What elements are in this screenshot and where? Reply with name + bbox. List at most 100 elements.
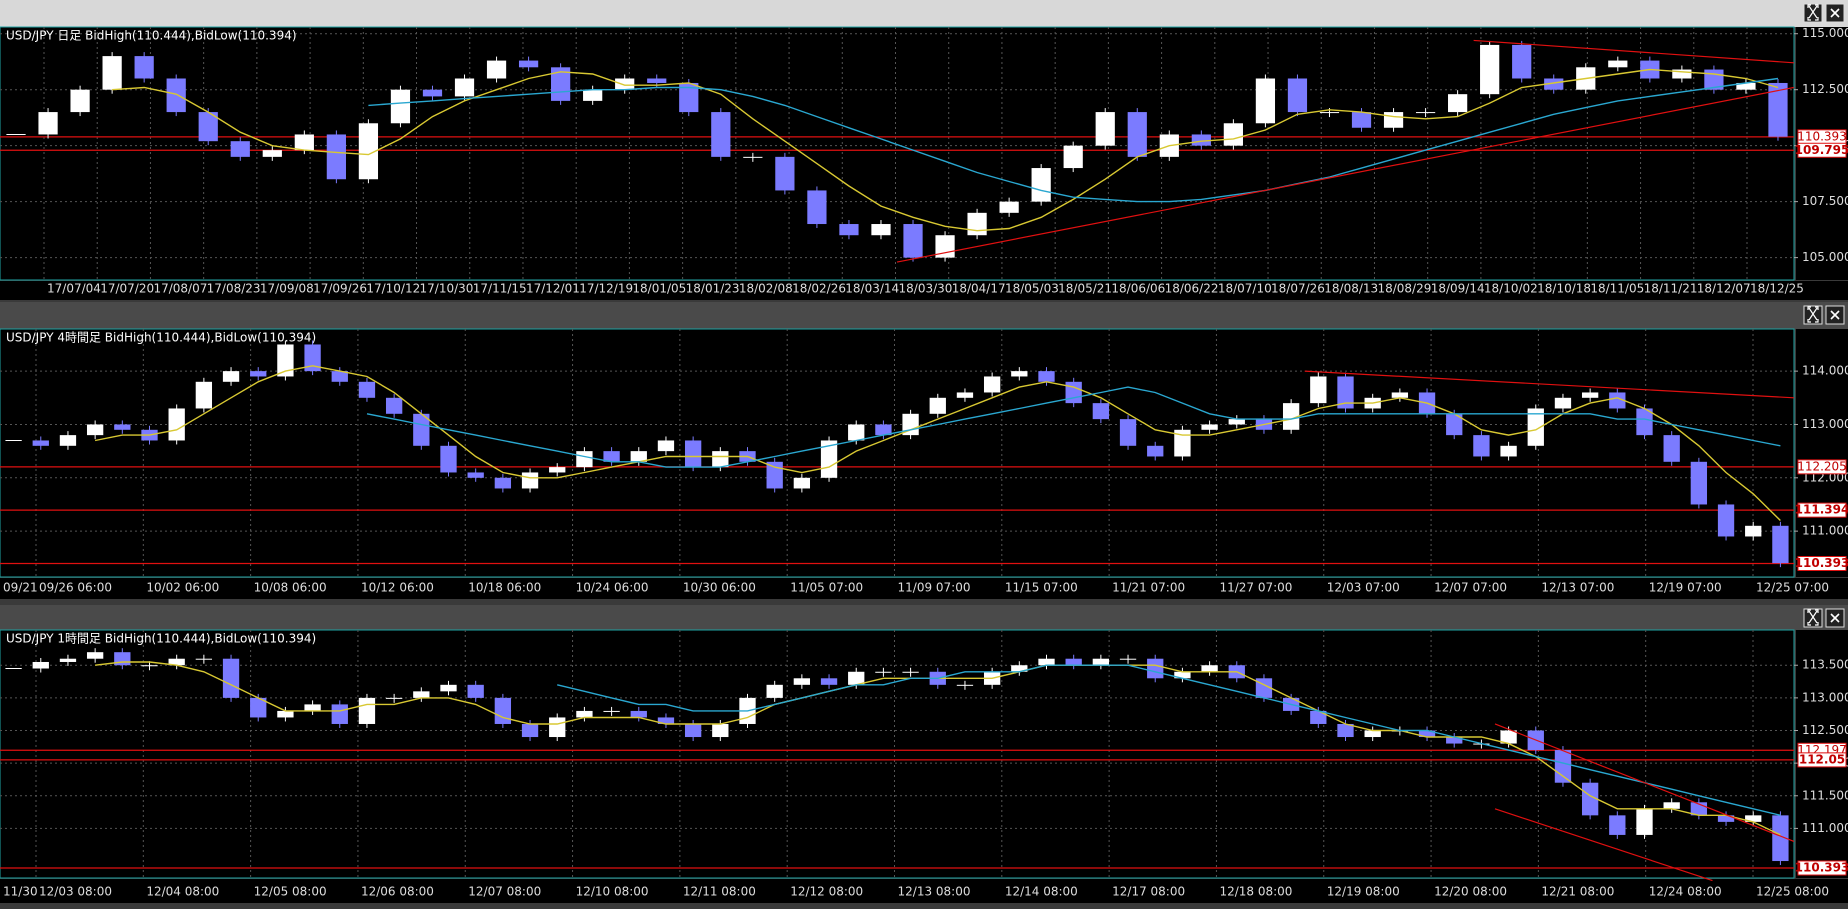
x-tick-label: 12/17 08:00 — [1112, 885, 1185, 899]
candle — [1581, 782, 1599, 816]
candle — [743, 156, 763, 158]
candle — [1446, 737, 1463, 744]
candle — [1745, 815, 1762, 822]
y-tick-label: 115.000 — [1802, 26, 1848, 40]
candle — [684, 723, 702, 738]
candle — [1383, 112, 1404, 128]
x-tick-label: 18/10/18 — [1537, 282, 1591, 296]
candle — [1092, 658, 1110, 666]
candle — [983, 376, 1001, 393]
candle — [1255, 78, 1276, 124]
maximize-icon — [1807, 609, 1819, 626]
candle — [59, 658, 77, 662]
y-tick-label: 111.000 — [1802, 821, 1848, 835]
candle — [358, 697, 376, 724]
moving-average — [366, 386, 1781, 468]
candle — [929, 397, 946, 414]
x-tick-label: 12/12 08:00 — [790, 885, 863, 899]
x-tick-label: 18/02/08 — [739, 282, 793, 296]
x-tick-label: 18/07/26 — [1271, 282, 1325, 296]
x-tick-label: 12/07 08:00 — [468, 885, 541, 899]
x-tick-label: 18/05/03 — [1005, 282, 1059, 296]
x-tick-label: 17/12/01 — [526, 282, 580, 296]
candle — [1364, 730, 1381, 738]
y-tick-label: 105.000 — [1802, 250, 1848, 264]
candle — [1672, 69, 1692, 79]
candle — [1736, 82, 1756, 90]
candle — [630, 451, 647, 462]
candle — [1527, 408, 1544, 446]
x-tick-label: 18/01/05 — [632, 282, 686, 296]
candle — [277, 344, 294, 377]
candle — [1287, 78, 1308, 113]
candle — [647, 78, 667, 83]
candle — [956, 392, 974, 398]
candle — [168, 658, 185, 666]
price-axis — [1796, 329, 1848, 577]
candle — [86, 424, 104, 436]
candle — [195, 658, 213, 660]
x-tick-label: 10/02 06:00 — [146, 581, 219, 595]
x-tick-label: 12/03 08:00 — [39, 885, 112, 899]
candle — [1663, 802, 1680, 809]
candle — [1065, 381, 1082, 404]
candle — [1636, 808, 1653, 835]
x-tick-label: 17/10/30 — [420, 282, 474, 296]
candle — [793, 678, 811, 685]
candle — [848, 424, 865, 441]
candle — [250, 697, 267, 718]
x-tick-label: 12/25 08:00 — [1756, 885, 1829, 899]
price-label: 112.05 — [1799, 752, 1845, 766]
candle — [1500, 730, 1517, 744]
candle — [1772, 525, 1789, 564]
candle — [902, 671, 919, 673]
candle — [903, 224, 923, 258]
x-tick-label: 12/14 08:00 — [1005, 885, 1078, 899]
trendline — [1473, 39, 1795, 64]
candle — [222, 371, 240, 382]
candle — [385, 397, 403, 414]
x-tick-label: 17/09/08 — [260, 282, 314, 296]
candle — [679, 82, 699, 113]
candle — [1608, 60, 1628, 68]
candle — [1011, 371, 1028, 377]
candle — [1609, 815, 1626, 835]
candle — [1418, 730, 1436, 738]
candle — [549, 717, 566, 738]
x-tick-label: 18/08/13 — [1324, 282, 1378, 296]
candle — [603, 451, 620, 462]
y-tick-label: 112.500 — [1802, 723, 1848, 737]
candle — [1127, 112, 1147, 157]
candle — [1319, 112, 1340, 114]
candle — [494, 697, 512, 724]
candle — [967, 212, 987, 236]
x-tick-label: 18/11/21 — [1644, 282, 1698, 296]
y-tick-label: 113.000 — [1802, 690, 1848, 704]
candle — [1065, 658, 1082, 666]
price-label: 111.394 — [1795, 503, 1848, 517]
candle — [1745, 525, 1762, 537]
panel-title: USD/JPY 日足 BidHigh(110.444),BidLow(110.3… — [6, 29, 297, 43]
y-tick-label: 113.000 — [1802, 417, 1848, 431]
candle — [1512, 44, 1532, 79]
price-label: 110.393 — [1797, 129, 1847, 143]
candle — [331, 704, 348, 724]
candle — [630, 710, 647, 718]
candle — [1554, 397, 1572, 409]
moving-average — [112, 68, 1779, 232]
x-tick-label: 12/10 08:00 — [576, 885, 649, 899]
candle — [70, 89, 90, 113]
y-tick-label: 114.000 — [1802, 364, 1848, 378]
candle — [358, 381, 376, 398]
maximize-icon — [1807, 306, 1819, 323]
x-tick-label: 11/21 07:00 — [1112, 581, 1185, 595]
candle — [712, 451, 729, 468]
maximize-icon — [1807, 4, 1819, 21]
x-tick-label: 12/24 08:00 — [1649, 885, 1722, 899]
candle — [712, 723, 729, 738]
x-tick-label: 17/08/23 — [207, 282, 261, 296]
candle — [1446, 413, 1463, 436]
candle — [454, 78, 475, 97]
y-tick-label: 112.500 — [1802, 82, 1848, 96]
